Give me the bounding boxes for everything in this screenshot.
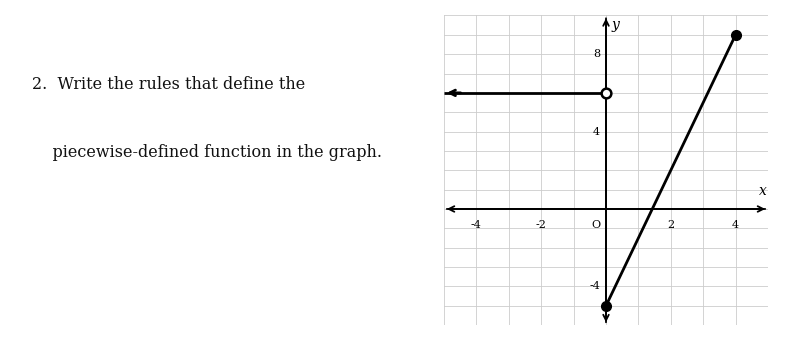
Text: O: O (591, 219, 600, 230)
Text: -4: -4 (590, 281, 600, 291)
Text: 4: 4 (593, 127, 600, 137)
Text: x: x (758, 184, 766, 198)
Text: y: y (612, 18, 620, 32)
Text: piecewise-defined function in the graph.: piecewise-defined function in the graph. (32, 144, 382, 161)
Text: 8: 8 (593, 49, 600, 59)
Text: -2: -2 (536, 219, 546, 230)
Text: -4: -4 (471, 219, 482, 230)
Text: 2.  Write the rules that define the: 2. Write the rules that define the (32, 76, 306, 93)
Text: 2: 2 (667, 219, 674, 230)
Text: 4: 4 (732, 219, 739, 230)
